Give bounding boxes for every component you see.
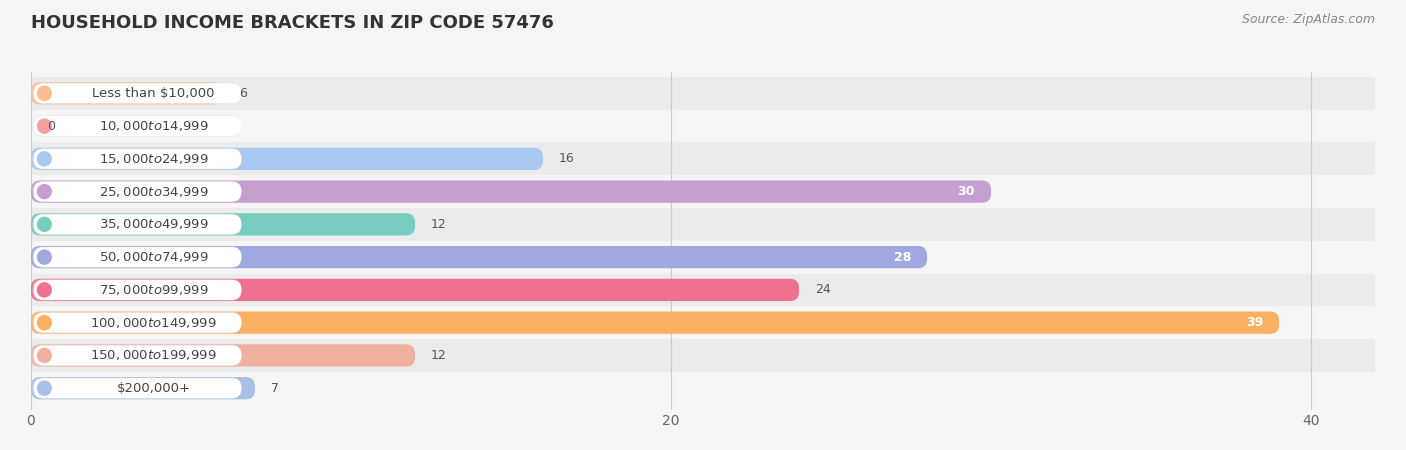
FancyBboxPatch shape — [31, 208, 1375, 241]
FancyBboxPatch shape — [34, 83, 242, 104]
FancyBboxPatch shape — [31, 180, 991, 203]
Circle shape — [38, 217, 51, 231]
Text: 0: 0 — [46, 120, 55, 133]
FancyBboxPatch shape — [32, 148, 242, 170]
FancyBboxPatch shape — [34, 149, 242, 169]
Text: 6: 6 — [239, 87, 247, 100]
FancyBboxPatch shape — [32, 83, 242, 104]
FancyBboxPatch shape — [34, 181, 242, 202]
Text: $35,000 to $49,999: $35,000 to $49,999 — [98, 217, 208, 231]
Text: Less than $10,000: Less than $10,000 — [93, 87, 215, 100]
Text: 28: 28 — [894, 251, 911, 264]
Text: 7: 7 — [271, 382, 278, 395]
Text: $100,000 to $149,999: $100,000 to $149,999 — [90, 315, 217, 330]
Text: $75,000 to $99,999: $75,000 to $99,999 — [98, 283, 208, 297]
Text: Source: ZipAtlas.com: Source: ZipAtlas.com — [1241, 14, 1375, 27]
FancyBboxPatch shape — [32, 345, 242, 366]
Circle shape — [38, 381, 51, 395]
Text: $50,000 to $74,999: $50,000 to $74,999 — [98, 250, 208, 264]
FancyBboxPatch shape — [32, 279, 242, 301]
FancyBboxPatch shape — [31, 372, 1375, 405]
FancyBboxPatch shape — [31, 274, 1375, 306]
FancyBboxPatch shape — [31, 213, 415, 235]
Circle shape — [38, 283, 51, 297]
FancyBboxPatch shape — [31, 306, 1375, 339]
Circle shape — [38, 348, 51, 362]
FancyBboxPatch shape — [34, 280, 242, 300]
Text: 30: 30 — [957, 185, 974, 198]
FancyBboxPatch shape — [31, 143, 1375, 175]
FancyBboxPatch shape — [32, 378, 242, 399]
FancyBboxPatch shape — [31, 344, 415, 367]
FancyBboxPatch shape — [31, 377, 254, 399]
FancyBboxPatch shape — [31, 77, 1375, 110]
FancyBboxPatch shape — [31, 82, 224, 104]
Text: HOUSEHOLD INCOME BRACKETS IN ZIP CODE 57476: HOUSEHOLD INCOME BRACKETS IN ZIP CODE 57… — [31, 14, 554, 32]
Text: 12: 12 — [432, 218, 447, 231]
Text: 16: 16 — [560, 153, 575, 165]
FancyBboxPatch shape — [31, 311, 1279, 334]
Text: 12: 12 — [432, 349, 447, 362]
Circle shape — [38, 184, 51, 198]
Circle shape — [38, 152, 51, 166]
FancyBboxPatch shape — [31, 246, 927, 268]
FancyBboxPatch shape — [34, 247, 242, 267]
FancyBboxPatch shape — [31, 175, 1375, 208]
FancyBboxPatch shape — [32, 214, 242, 235]
Text: $10,000 to $14,999: $10,000 to $14,999 — [98, 119, 208, 133]
Text: $150,000 to $199,999: $150,000 to $199,999 — [90, 348, 217, 362]
FancyBboxPatch shape — [32, 247, 242, 268]
FancyBboxPatch shape — [34, 378, 242, 398]
Circle shape — [38, 119, 51, 133]
FancyBboxPatch shape — [31, 148, 543, 170]
FancyBboxPatch shape — [32, 181, 242, 202]
Text: 24: 24 — [815, 284, 831, 297]
FancyBboxPatch shape — [31, 279, 799, 301]
Text: $15,000 to $24,999: $15,000 to $24,999 — [98, 152, 208, 166]
Circle shape — [38, 250, 51, 264]
FancyBboxPatch shape — [34, 214, 242, 234]
Text: $200,000+: $200,000+ — [117, 382, 190, 395]
Text: $25,000 to $34,999: $25,000 to $34,999 — [98, 184, 208, 198]
FancyBboxPatch shape — [31, 241, 1375, 274]
FancyBboxPatch shape — [34, 346, 242, 365]
FancyBboxPatch shape — [34, 116, 242, 136]
Circle shape — [38, 86, 51, 100]
FancyBboxPatch shape — [31, 110, 1375, 143]
FancyBboxPatch shape — [32, 312, 242, 333]
FancyBboxPatch shape — [32, 115, 242, 137]
Circle shape — [38, 315, 51, 330]
FancyBboxPatch shape — [31, 339, 1375, 372]
FancyBboxPatch shape — [34, 313, 242, 333]
Text: 39: 39 — [1246, 316, 1263, 329]
